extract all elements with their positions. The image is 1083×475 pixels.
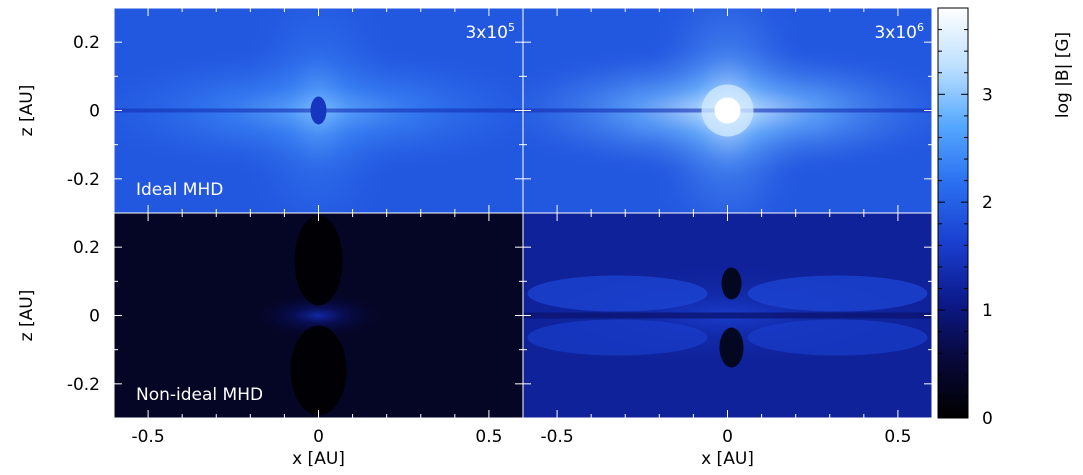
heatmap-panel xyxy=(114,8,523,213)
z-tick-label: -0.2 xyxy=(67,170,100,190)
disk-feature xyxy=(527,275,708,312)
x-tick-label: 0 xyxy=(722,427,733,447)
x-tick-label: 0.5 xyxy=(884,427,911,447)
z-axis-label: z [AU] xyxy=(17,290,37,342)
heatmap-panel xyxy=(523,213,932,418)
colorbar-label: log |B| [G] xyxy=(1053,32,1073,118)
x-tick-label: -0.5 xyxy=(540,427,573,447)
z-tick-label: 0 xyxy=(89,102,100,122)
z-tick-label: -0.2 xyxy=(67,375,100,395)
x-axis-label: x [AU] xyxy=(701,449,754,469)
colorbar-tick-label: 2 xyxy=(982,193,993,213)
colorbar-tick-label: 3 xyxy=(982,85,993,105)
panel-label: Non-ideal MHD xyxy=(136,385,263,405)
disk-feature xyxy=(747,319,928,356)
central-feature xyxy=(310,96,327,125)
z-axis-label: z [AU] xyxy=(17,85,37,137)
outflow-lobe xyxy=(290,325,347,416)
outflow-lobe xyxy=(294,215,343,306)
outflow-lobe xyxy=(721,267,742,300)
x-tick-label: 0.5 xyxy=(475,427,502,447)
central-feature xyxy=(714,97,741,124)
disk-feature xyxy=(747,275,928,312)
time-label: 3x105 xyxy=(465,21,515,43)
colorbar xyxy=(937,7,969,419)
z-tick-label: 0 xyxy=(89,307,100,327)
disk-feature xyxy=(527,319,708,356)
colorbar-tick-label: 1 xyxy=(982,301,993,321)
heatmap-panel xyxy=(523,8,932,213)
z-tick-label: 0.2 xyxy=(73,238,100,258)
x-tick-label: -0.5 xyxy=(131,427,164,447)
outflow-lobe xyxy=(719,327,744,368)
z-tick-label: 0.2 xyxy=(73,33,100,53)
x-tick-label: 0 xyxy=(313,427,324,447)
time-exponent: 6 xyxy=(917,21,924,34)
midplane-band xyxy=(523,312,932,319)
panel-label: Ideal MHD xyxy=(136,180,223,200)
central-feature xyxy=(248,291,389,340)
colorbar-tick-label: 0 xyxy=(982,409,993,429)
x-axis-label: x [AU] xyxy=(292,449,345,469)
time-label: 3x106 xyxy=(874,21,924,43)
heatmap-panel xyxy=(114,213,523,418)
time-exponent: 5 xyxy=(508,21,515,34)
